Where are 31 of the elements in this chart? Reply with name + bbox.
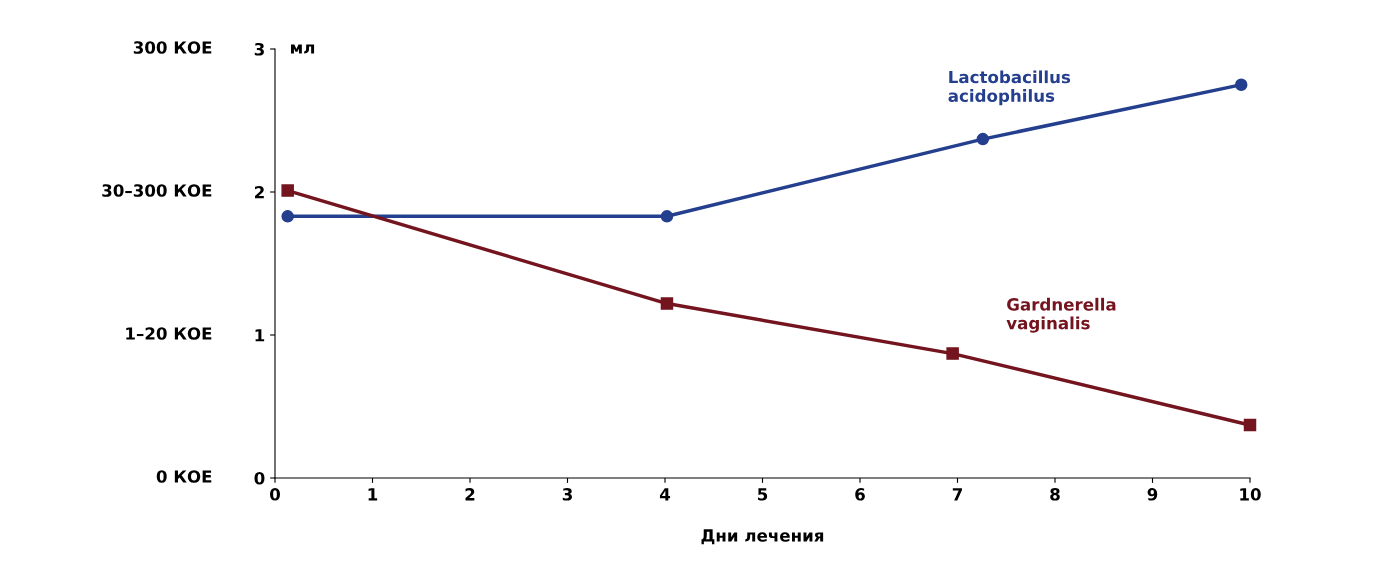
y-tick-label: 3 [254, 42, 264, 56]
point [281, 184, 294, 197]
series-label: Lactobacillus acidophilus [948, 70, 1071, 106]
point [976, 132, 990, 146]
y-axis-title: мл [291, 44, 315, 54]
x-tick-label: 6 [855, 488, 865, 501]
x-tick-label: 1 [368, 488, 378, 501]
x-tick-label: 4 [659, 488, 671, 501]
x-tick-label: 7 [952, 488, 962, 501]
y-tick-label: 1 [255, 329, 265, 342]
text: 300 КОЕ [133, 41, 212, 54]
x-tick-label: 3 [562, 488, 572, 501]
x-tick-label: 0 [270, 488, 280, 501]
x-tick-label: 8 [1050, 488, 1060, 501]
series-label: Gardnerella vaginalis [1006, 297, 1116, 333]
point [1234, 78, 1248, 92]
y-tick-label: 2 [255, 185, 264, 199]
x-tick-label: 5 [757, 488, 768, 501]
text: 30–300 КОЕ [102, 184, 212, 197]
point [660, 297, 674, 310]
y-tick-label: 0 [254, 471, 265, 485]
x-axis-title: Дни лечения [701, 529, 824, 545]
text: 0 КОЕ [156, 470, 212, 483]
x-tick-label: 10 [1240, 488, 1261, 501]
text: 1–20 КОЕ [126, 327, 212, 340]
x-tick-label: 2 [465, 488, 475, 501]
point [946, 347, 959, 360]
point [1243, 418, 1257, 432]
point [660, 210, 674, 223]
point [281, 210, 294, 223]
x-tick-label: 9 [1147, 488, 1158, 501]
